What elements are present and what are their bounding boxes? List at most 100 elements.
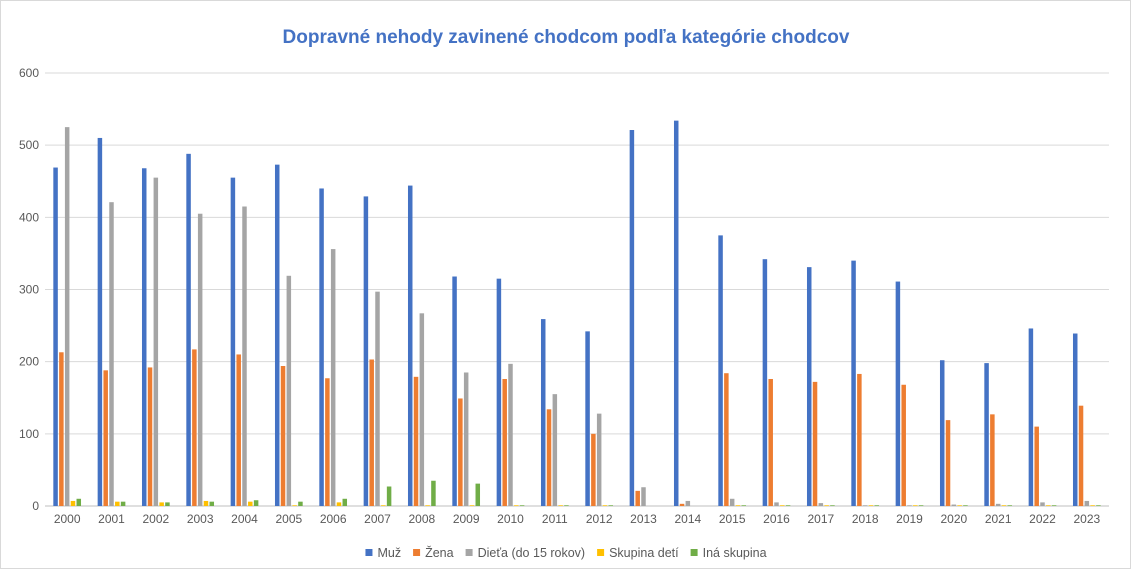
- bar-15-4: [741, 505, 747, 506]
- bar-19-3: [913, 505, 918, 506]
- x-tick-label: 2012: [586, 512, 613, 526]
- bar-12-4: [608, 505, 614, 506]
- y-tick-label: 300: [19, 283, 39, 297]
- bar-11-3: [558, 505, 563, 506]
- bar-11-4: [564, 505, 569, 506]
- bar-5-3: [292, 505, 297, 506]
- bar-4-3: [248, 501, 253, 506]
- bar-6-2: [330, 249, 336, 506]
- bar-16-1: [768, 378, 773, 506]
- bar-8-2: [419, 313, 425, 506]
- x-tick-label: 2020: [940, 512, 967, 526]
- x-axis-ticks: 2000 2001 2002 2003 2004 2005 2006 2007 2008 2009…: [54, 512, 1101, 526]
- bar-10-4: [519, 505, 525, 506]
- bar-7-2: [375, 291, 380, 506]
- bar-17-1: [812, 381, 818, 506]
- bar-13-0: [629, 130, 635, 506]
- bar-5-0: [274, 164, 280, 506]
- bar-8-3: [425, 505, 430, 506]
- bar-9-4: [475, 483, 481, 506]
- y-axis-ticks: 0 100 200 300 400 500 600: [19, 66, 39, 513]
- bar-2-3: [159, 502, 164, 506]
- bar-1-2: [109, 202, 114, 506]
- bar-11-0: [540, 319, 546, 506]
- bar-17-4: [830, 505, 835, 506]
- bar-16-4: [785, 505, 791, 506]
- bar-18-2: [862, 505, 868, 506]
- bar-22-4: [1051, 505, 1057, 506]
- bar-2-2: [153, 177, 159, 506]
- bar-19-1: [901, 384, 906, 506]
- bar-12-3: [602, 505, 608, 506]
- x-tick-label: 2018: [852, 512, 879, 526]
- bar-23-3: [1090, 505, 1095, 506]
- bar-15-3: [735, 505, 741, 506]
- bar-4-0: [230, 177, 236, 506]
- bar-20-2: [951, 504, 957, 506]
- bar-2-1: [147, 367, 153, 506]
- bar-16-2: [774, 502, 779, 506]
- bar-14-0: [673, 120, 679, 506]
- legend-swatch: [413, 549, 421, 556]
- bar-22-0: [1028, 328, 1034, 506]
- legend: Muž Žena Dieťa (do 15 rokov) Skupina detí In…: [365, 545, 767, 560]
- bar-4-4: [253, 500, 259, 506]
- bar-22-3: [1046, 505, 1051, 506]
- bars: [53, 120, 1101, 507]
- x-tick-label: 2002: [142, 512, 169, 526]
- bar-1-4: [120, 501, 126, 506]
- bar-3-3: [203, 500, 209, 506]
- legend-label: Dieťa (do 15 rokov): [478, 546, 586, 560]
- bar-7-1: [369, 359, 374, 506]
- x-tick-label: 2013: [630, 512, 657, 526]
- x-tick-label: 2016: [763, 512, 790, 526]
- x-tick-label: 2006: [320, 512, 347, 526]
- bar-7-4: [386, 486, 392, 506]
- bar-9-3: [469, 505, 475, 506]
- bar-15-1: [724, 373, 729, 506]
- y-tick-label: 0: [32, 499, 39, 513]
- x-tick-label: 2014: [674, 512, 701, 526]
- bar-5-1: [280, 366, 286, 506]
- bar-3-2: [197, 213, 203, 506]
- x-tick-label: 2007: [364, 512, 391, 526]
- bar-1-0: [97, 137, 103, 506]
- x-tick-label: 2021: [985, 512, 1012, 526]
- bar-10-2: [508, 363, 513, 506]
- bar-7-3: [381, 505, 386, 506]
- x-tick-label: 2000: [54, 512, 81, 526]
- bar-20-3: [957, 505, 962, 506]
- legend-label: Muž: [377, 546, 401, 560]
- bar-14-1: [679, 503, 685, 506]
- y-tick-label: 600: [19, 66, 39, 80]
- bar-23-4: [1096, 505, 1101, 506]
- x-tick-label: 2009: [453, 512, 480, 526]
- bar-22-2: [1040, 502, 1045, 506]
- bar-21-0: [984, 363, 989, 506]
- legend-swatch: [690, 549, 698, 556]
- bar-3-1: [192, 349, 197, 506]
- legend-label: Skupina detí: [609, 546, 679, 560]
- bar-16-0: [762, 259, 768, 506]
- bar-23-2: [1084, 500, 1090, 506]
- bar-6-1: [325, 378, 330, 506]
- bar-0-2: [64, 127, 70, 507]
- x-tick-label: 2011: [542, 512, 568, 526]
- x-tick-label: 2017: [807, 512, 834, 526]
- bar-21-1: [990, 414, 995, 506]
- bar-23-0: [1072, 333, 1078, 506]
- bar-8-4: [431, 480, 436, 506]
- bar-19-2: [907, 505, 912, 506]
- legend-label: Iná skupina: [703, 546, 767, 560]
- bar-9-1: [458, 398, 463, 506]
- bar-11-1: [546, 409, 552, 506]
- bar-19-0: [895, 281, 901, 506]
- bar-10-3: [514, 505, 519, 506]
- bar-6-4: [342, 498, 348, 506]
- y-tick-label: 100: [19, 427, 39, 441]
- bar-21-2: [995, 503, 1001, 506]
- bar-5-2: [286, 275, 292, 506]
- y-tick-label: 500: [19, 138, 39, 152]
- x-tick-label: 2003: [187, 512, 214, 526]
